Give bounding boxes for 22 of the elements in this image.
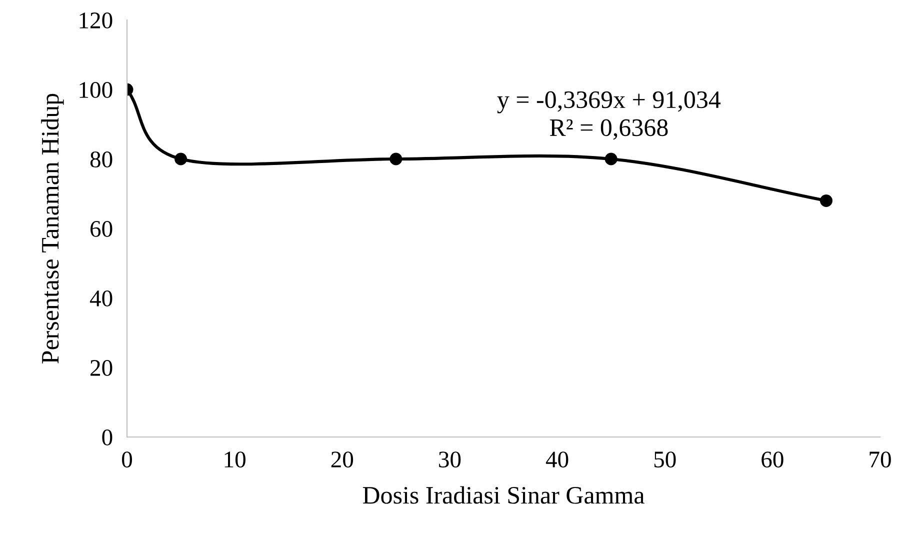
annotation: y = -0,3369x + 91,034 R² = 0,6368: [497, 91, 721, 140]
y-tick-label: 80: [90, 151, 112, 168]
y-tick-label: 40: [90, 290, 112, 306]
point: [604, 152, 618, 166]
y-tick-label: 60: [90, 220, 112, 237]
x-tick-label: 70: [870, 452, 891, 468]
x-axis-title: Dosis Iradiasi Sinar Gamma: [362, 486, 644, 504]
y-axis-title: Persentase Tanaman Hidup: [41, 94, 64, 364]
y-tick-label: 100: [80, 82, 112, 98]
x-tick-label: 40: [546, 452, 568, 468]
x-tick-label: 20: [331, 452, 354, 468]
point: [174, 152, 188, 166]
x-tick-label: 50: [654, 452, 676, 468]
x-tick-label: 30: [439, 452, 461, 468]
point: [820, 194, 832, 207]
x-tick-label: 10: [224, 452, 246, 468]
y-tick-label: 20: [90, 360, 112, 376]
y-tick-label: 120: [80, 12, 112, 28]
y-tick-label: 0: [102, 429, 112, 446]
x-tick-label: 0: [122, 452, 132, 468]
point: [390, 152, 402, 166]
x-tick-label: 60: [762, 452, 784, 468]
